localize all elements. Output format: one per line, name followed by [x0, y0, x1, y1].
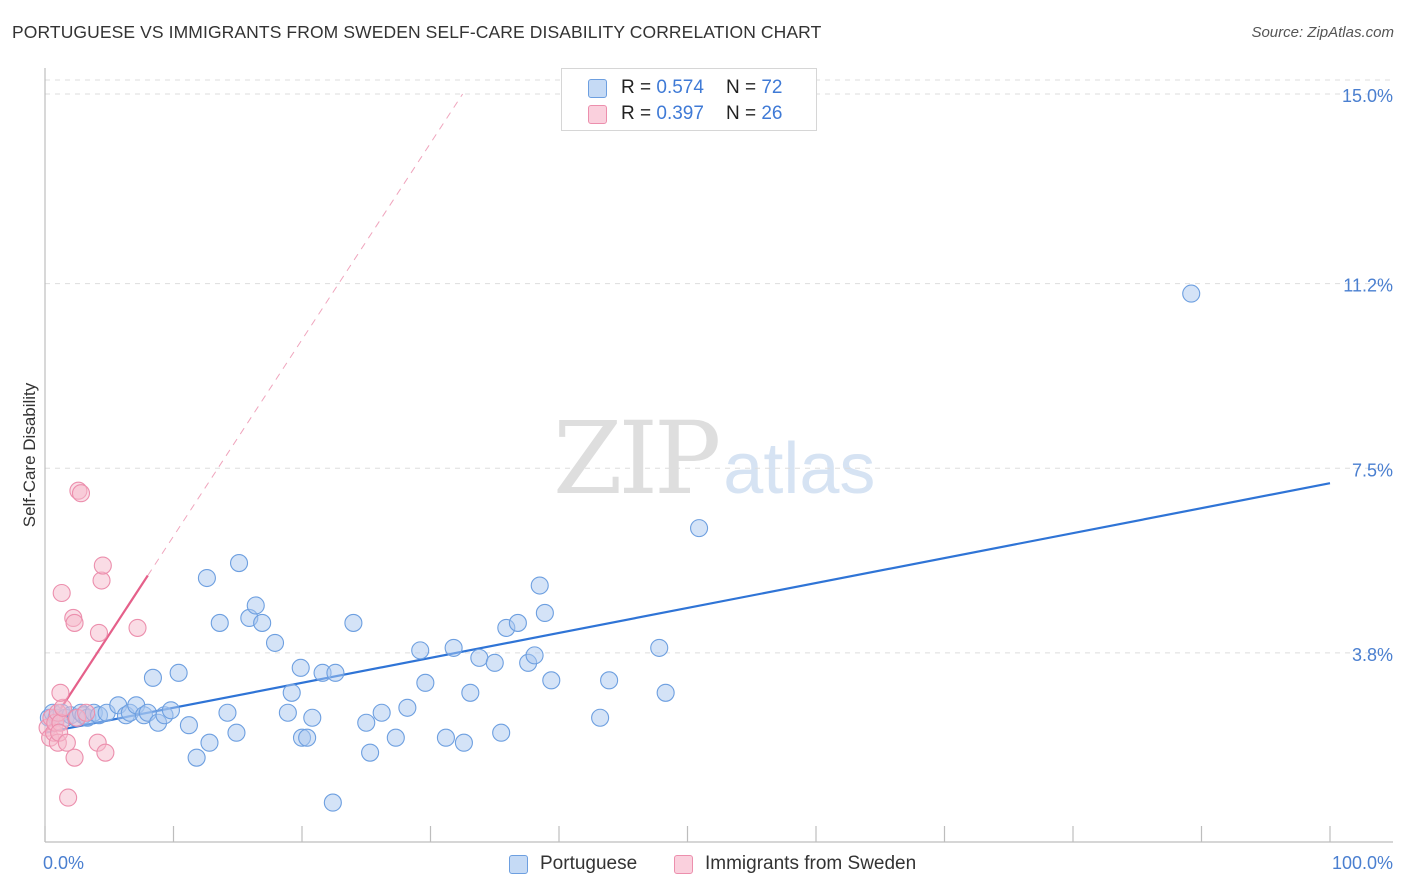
point-sweden — [92, 571, 111, 590]
source-label: Source: ZipAtlas.com — [1251, 24, 1394, 41]
point-sweden — [96, 743, 115, 762]
grid-lines — [45, 79, 1395, 654]
point-portuguese — [227, 723, 246, 742]
point-portuguese — [161, 701, 180, 720]
point-portuguese — [210, 613, 229, 632]
point-sweden — [89, 623, 109, 642]
y-tick-label: 11.2% — [1343, 276, 1393, 296]
data-points — [38, 284, 1201, 812]
point-portuguese — [411, 641, 430, 660]
point-portuguese — [282, 683, 301, 702]
trend-line-sweden-extension — [147, 93, 464, 576]
legend-swatch-pink — [588, 104, 607, 124]
point-portuguese — [357, 713, 376, 732]
point-portuguese — [535, 603, 554, 623]
point-portuguese — [1182, 284, 1201, 303]
point-portuguese — [398, 698, 417, 717]
point-portuguese — [326, 663, 345, 682]
point-portuguese — [416, 673, 435, 692]
point-portuguese — [197, 568, 216, 588]
point-sweden — [65, 613, 84, 632]
point-portuguese — [229, 554, 249, 573]
bottom-legend-swatch-pink — [674, 854, 693, 874]
point-sweden — [52, 583, 71, 603]
bottom-legend-portuguese: Portuguese — [509, 852, 637, 876]
point-portuguese — [436, 728, 455, 747]
y-tick-label: 7.5% — [1352, 460, 1393, 480]
correlation-legend: R = 0.574 N = 72 R = 0.397 N = 26 — [561, 68, 817, 131]
point-portuguese — [600, 671, 619, 690]
legend-n-label: N = — [725, 103, 757, 124]
trend-line-portuguese — [44, 482, 1331, 734]
point-portuguese — [253, 613, 272, 632]
y-tick-label: 3.8% — [1352, 645, 1393, 665]
point-portuguese — [143, 668, 162, 687]
bottom-legend-label: Portuguese — [540, 853, 638, 874]
tick-labels: 3.8% 7.5% 11.2% 15.0% 0.0% 100.0% — [43, 86, 1393, 873]
legend-n-value: 72 — [761, 77, 783, 98]
point-portuguese — [187, 748, 206, 767]
point-portuguese — [542, 671, 561, 690]
point-portuguese — [492, 723, 511, 742]
legend-r-label: R = — [621, 77, 652, 98]
y-axis-label: Self-Care Disability — [20, 382, 39, 527]
x-tick-label: 100.0% — [1332, 853, 1393, 873]
point-sweden — [57, 733, 76, 752]
point-sweden — [77, 703, 96, 722]
legend-r-value: 0.574 — [656, 77, 704, 98]
point-portuguese — [656, 683, 675, 702]
point-portuguese — [200, 733, 219, 752]
legend-row-sweden: R = 0.397 N = 26 — [588, 102, 782, 126]
legend-row-portuguese: R = 0.574 N = 72 — [588, 76, 782, 100]
point-portuguese — [298, 728, 317, 747]
point-portuguese — [508, 613, 527, 632]
point-portuguese — [278, 703, 297, 722]
point-portuguese — [470, 648, 489, 667]
point-portuguese — [444, 638, 463, 657]
point-sweden — [51, 683, 70, 702]
point-sweden — [128, 618, 147, 637]
point-portuguese — [386, 728, 405, 747]
point-portuguese — [291, 658, 310, 677]
point-portuguese — [169, 663, 188, 682]
point-portuguese — [650, 638, 669, 657]
point-portuguese — [303, 708, 322, 727]
point-sweden — [93, 556, 112, 575]
bottom-legend-swatch-blue — [509, 854, 528, 874]
point-sweden — [65, 748, 84, 767]
legend-n-value: 26 — [761, 103, 783, 124]
point-portuguese — [461, 683, 480, 702]
point-sweden — [59, 788, 78, 807]
point-portuguese — [690, 519, 709, 538]
point-portuguese — [454, 733, 473, 752]
point-portuguese — [372, 703, 391, 722]
point-sweden — [53, 698, 73, 717]
legend-n-label: N = — [725, 77, 757, 98]
legend-swatch-blue — [588, 78, 607, 98]
bottom-legend-sweden: Immigrants from Sweden — [674, 852, 916, 876]
trend-lines — [44, 93, 1331, 734]
chart-title: PORTUGUESE VS IMMIGRANTS FROM SWEDEN SEL… — [12, 22, 822, 42]
point-portuguese — [525, 646, 544, 665]
point-sweden — [71, 484, 91, 503]
x-tick-label: 0.0% — [43, 853, 84, 873]
point-portuguese — [485, 653, 504, 672]
point-portuguese — [179, 716, 198, 735]
legend-r-value: 0.397 — [656, 103, 704, 124]
point-portuguese — [218, 703, 237, 722]
y-tick-label: 15.0% — [1342, 86, 1393, 106]
point-portuguese — [323, 793, 342, 812]
bottom-legend-label: Immigrants from Sweden — [705, 853, 917, 874]
point-portuguese — [591, 708, 610, 727]
point-portuguese — [530, 576, 549, 595]
axes — [44, 68, 1393, 843]
point-portuguese — [361, 743, 380, 762]
point-portuguese — [246, 596, 265, 615]
point-portuguese — [265, 633, 285, 652]
point-portuguese — [344, 613, 363, 632]
legend-r-label: R = — [621, 103, 652, 124]
